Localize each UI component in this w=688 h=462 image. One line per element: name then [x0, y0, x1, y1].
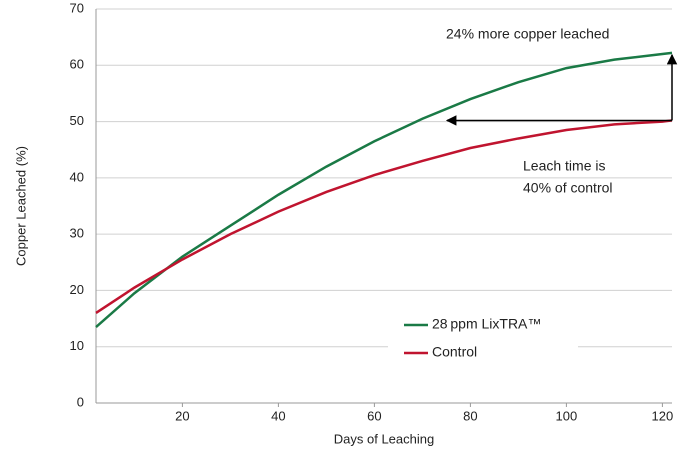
x-tick-label: 20 — [175, 408, 189, 423]
series-line — [95, 51, 673, 328]
annotation: 24% more copper leached — [446, 26, 609, 42]
legend-label: Control — [432, 344, 477, 360]
annotation: 40% of control — [523, 180, 613, 196]
x-tick-label: 120 — [652, 408, 674, 423]
x-tick-label: 60 — [367, 408, 381, 423]
y-tick-label: 70 — [70, 0, 84, 15]
y-tick-label: 30 — [70, 226, 84, 241]
y-tick-label: 20 — [70, 282, 84, 297]
legend-label: 28 ppm LixTRA™ — [432, 316, 541, 332]
x-tick-label: 100 — [556, 408, 578, 423]
y-tick-label: 50 — [70, 113, 84, 128]
y-axis-label: Copper Leached (%) — [13, 146, 28, 266]
y-tick-label: 0 — [77, 394, 84, 409]
y-tick-label: 40 — [70, 169, 84, 184]
y-tick-label: 10 — [70, 338, 84, 353]
x-axis-label: Days of Leaching — [334, 431, 434, 446]
y-tick-label: 60 — [70, 57, 84, 72]
legend — [388, 310, 578, 374]
series-line — [95, 119, 673, 314]
x-tick-label: 40 — [271, 408, 285, 423]
x-tick-label: 80 — [463, 408, 477, 423]
annotation: Leach time is — [523, 158, 605, 174]
